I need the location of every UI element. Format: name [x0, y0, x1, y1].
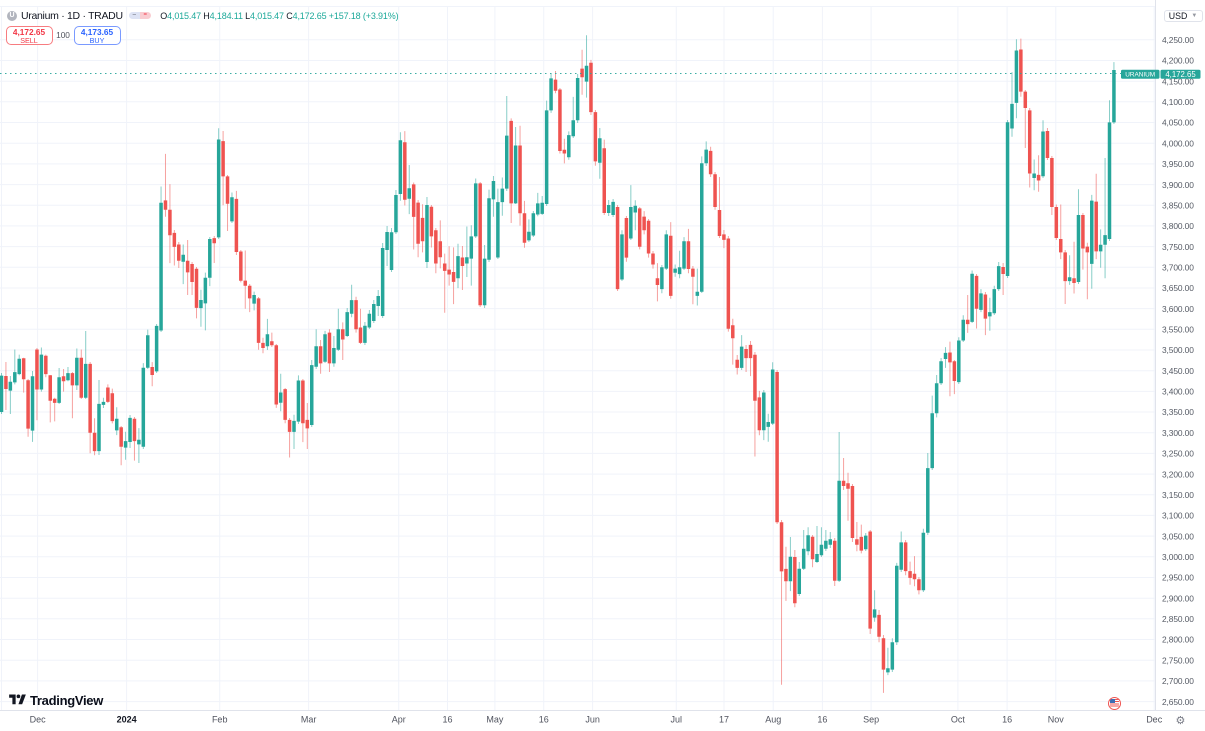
svg-text:3,950.00: 3,950.00 — [1162, 159, 1194, 169]
svg-text:2,950.00: 2,950.00 — [1162, 573, 1194, 583]
svg-text:4,100.00: 4,100.00 — [1162, 97, 1194, 107]
svg-text:3,800.00: 3,800.00 — [1162, 221, 1194, 231]
svg-text:Apr: Apr — [392, 715, 406, 725]
svg-text:4,050.00: 4,050.00 — [1162, 118, 1194, 128]
svg-text:3,300.00: 3,300.00 — [1162, 428, 1194, 438]
svg-text:Jul: Jul — [671, 715, 683, 725]
svg-text:Mar: Mar — [301, 715, 317, 725]
svg-text:16: 16 — [1002, 715, 1012, 725]
svg-text:Aug: Aug — [765, 715, 781, 725]
svg-text:May: May — [486, 715, 504, 725]
svg-text:Dec: Dec — [1146, 715, 1163, 725]
svg-text:URANIUM: URANIUM — [1125, 72, 1155, 79]
svg-text:3,150.00: 3,150.00 — [1162, 490, 1194, 500]
svg-text:17: 17 — [719, 715, 729, 725]
svg-text:3,700.00: 3,700.00 — [1162, 263, 1194, 273]
svg-text:2,700.00: 2,700.00 — [1162, 676, 1194, 686]
svg-text:Sep: Sep — [863, 715, 879, 725]
svg-text:2,750.00: 2,750.00 — [1162, 655, 1194, 665]
svg-text:Feb: Feb — [212, 715, 228, 725]
svg-text:3,000.00: 3,000.00 — [1162, 552, 1194, 562]
svg-text:4,172.65: 4,172.65 — [1165, 70, 1196, 79]
svg-text:Dec: Dec — [30, 715, 47, 725]
svg-text:16: 16 — [817, 715, 827, 725]
svg-text:Nov: Nov — [1048, 715, 1065, 725]
svg-text:3,750.00: 3,750.00 — [1162, 242, 1194, 252]
svg-text:4,000.00: 4,000.00 — [1162, 138, 1194, 148]
svg-text:Oct: Oct — [951, 715, 966, 725]
svg-text:2024: 2024 — [117, 715, 137, 725]
svg-text:3,500.00: 3,500.00 — [1162, 345, 1194, 355]
svg-text:Jun: Jun — [585, 715, 600, 725]
svg-text:3,600.00: 3,600.00 — [1162, 304, 1194, 314]
svg-text:3,050.00: 3,050.00 — [1162, 531, 1194, 541]
svg-text:2,850.00: 2,850.00 — [1162, 614, 1194, 624]
svg-text:4,150.00: 4,150.00 — [1162, 76, 1194, 86]
svg-text:3,850.00: 3,850.00 — [1162, 200, 1194, 210]
svg-text:3,900.00: 3,900.00 — [1162, 180, 1194, 190]
svg-text:3,400.00: 3,400.00 — [1162, 387, 1194, 397]
svg-text:3,450.00: 3,450.00 — [1162, 366, 1194, 376]
svg-text:16: 16 — [539, 715, 549, 725]
svg-text:3,550.00: 3,550.00 — [1162, 325, 1194, 335]
svg-text:3,100.00: 3,100.00 — [1162, 511, 1194, 521]
svg-text:16: 16 — [442, 715, 452, 725]
svg-text:4,200.00: 4,200.00 — [1162, 56, 1194, 66]
svg-text:3,250.00: 3,250.00 — [1162, 449, 1194, 459]
svg-text:4,250.00: 4,250.00 — [1162, 35, 1194, 45]
svg-text:2,900.00: 2,900.00 — [1162, 593, 1194, 603]
svg-text:3,200.00: 3,200.00 — [1162, 469, 1194, 479]
svg-text:3,350.00: 3,350.00 — [1162, 407, 1194, 417]
svg-text:3,650.00: 3,650.00 — [1162, 283, 1194, 293]
svg-text:2,800.00: 2,800.00 — [1162, 635, 1194, 645]
svg-text:2,650.00: 2,650.00 — [1162, 697, 1194, 707]
